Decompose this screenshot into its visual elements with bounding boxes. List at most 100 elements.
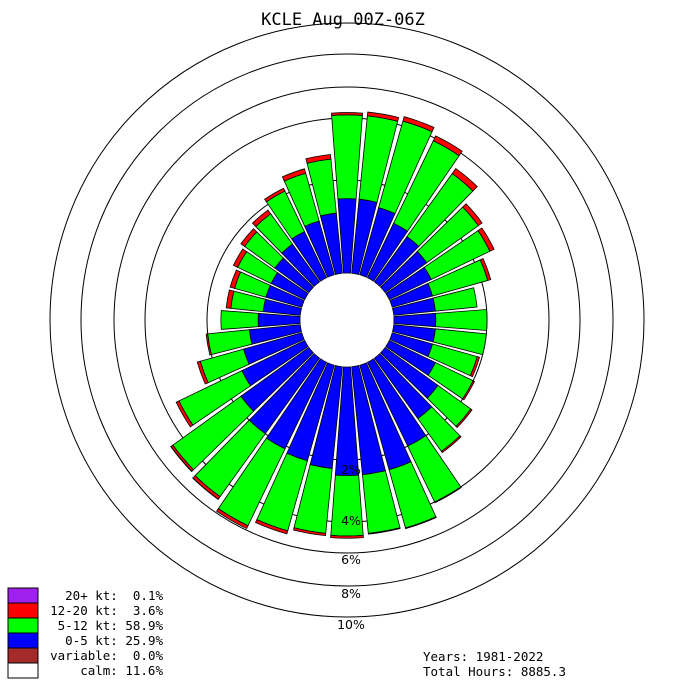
legend-swatch-4 <box>7 632 39 649</box>
direction-350-bar <box>305 154 343 275</box>
legend-label-2: 12-20 kt: 3.6% <box>50 603 163 618</box>
direction-100-bar <box>392 324 487 356</box>
legend-label-3: 5-12 kt: 58.9% <box>58 618 164 633</box>
bar-segment-280-series-3 <box>225 289 235 309</box>
legend-swatch-2 <box>7 602 39 619</box>
total-hours-label: Total Hours: 8885.3 <box>423 664 566 679</box>
bar-segment-0-series-2 <box>331 114 363 200</box>
bar-segment-350-series-3 <box>305 154 332 164</box>
bar-segment-90-series-2 <box>435 309 488 331</box>
bar-segment-340-series-3 <box>281 168 307 182</box>
direction-300-bar <box>232 248 309 301</box>
direction-120-bar <box>385 339 476 401</box>
direction-310-bar <box>240 228 314 294</box>
direction-330-bar <box>264 187 328 282</box>
direction-140-bar <box>373 353 462 454</box>
direction-170-bar <box>351 365 401 535</box>
bar-segment-260-series-3 <box>205 333 212 356</box>
bar-segment-60-series-3 <box>477 227 495 252</box>
direction-150-bar <box>366 358 462 504</box>
bar-segment-270-series-2 <box>220 310 259 330</box>
radial-tick-label-1: 2% <box>341 462 361 477</box>
bar-segment-190-series-3 <box>292 527 327 537</box>
direction-30-bar <box>366 135 463 282</box>
bar-segment-0-series-3 <box>331 112 363 116</box>
legend-swatch-1 <box>7 587 39 604</box>
bar-segment-90-series-1 <box>393 312 437 328</box>
info-block: Years: 1981-2022 Total Hours: 8885.3 <box>423 649 566 679</box>
legend: 20+ kt: 0.1%12-20 kt: 3.6%5-12 kt: 58.9%… <box>7 587 164 679</box>
bar-segment-40-series-3 <box>451 167 478 192</box>
radial-tick-label-2: 4% <box>341 513 361 528</box>
bar-segment-140-series-3 <box>440 435 462 454</box>
chart-title: KCLE Aug 00Z-06Z <box>261 10 425 30</box>
bar-segment-20-series-3 <box>402 116 435 133</box>
wind-rose-bars <box>170 111 495 539</box>
legend-label-4: 0-5 kt: 25.9% <box>65 633 163 648</box>
radial-ring-3 <box>113 86 581 554</box>
radial-tick-labels: 2% 4% 6% 8% 10% <box>337 462 365 632</box>
direction-220-bar <box>192 353 321 500</box>
bar-segment-180-series-3 <box>330 534 364 539</box>
radial-tick-label-4: 8% <box>341 586 361 601</box>
bar-segment-200-series-3 <box>255 519 289 535</box>
direction-340-bar <box>281 168 335 278</box>
direction-250-bar <box>196 332 305 385</box>
legend-swatch-5 <box>7 647 39 664</box>
direction-60-bar <box>385 227 495 301</box>
bar-segment-230-series-4 <box>170 445 193 473</box>
bar-segment-110-series-3 <box>469 356 481 378</box>
direction-70-bar <box>389 258 492 308</box>
bar-segment-130-series-3 <box>455 408 473 429</box>
bar-segment-310-series-3 <box>240 228 258 247</box>
bar-segment-30-series-3 <box>432 135 463 157</box>
direction-280-bar <box>225 289 302 316</box>
direction-190-bar <box>292 365 343 537</box>
bar-segment-270-series-1 <box>257 312 301 328</box>
direction-50-bar <box>380 203 483 294</box>
direction-130-bar <box>380 346 473 429</box>
bar-segment-170-series-3 <box>367 527 401 535</box>
direction-160-bar <box>359 362 437 530</box>
direction-240-bar <box>175 339 309 428</box>
direction-270-bar <box>220 310 301 330</box>
legend-label-5: variable: 0.0% <box>50 648 163 663</box>
bar-segment-120-series-3 <box>462 380 476 401</box>
direction-260-bar <box>205 324 302 356</box>
years-label: Years: 1981-2022 <box>423 649 543 664</box>
legend-label-1: 20+ kt: 0.1% <box>65 588 163 603</box>
bar-segment-320-series-3 <box>251 209 272 228</box>
bar-segment-10-series-3 <box>366 111 400 122</box>
bar-segment-80-series-2 <box>432 287 478 312</box>
bar-segment-300-series-3 <box>232 248 248 268</box>
bar-segment-220-series-4 <box>192 477 219 500</box>
direction-320-bar <box>251 209 321 287</box>
bar-segment-50-series-3 <box>462 203 483 227</box>
direction-290-bar <box>229 269 305 308</box>
bar-segment-100-series-2 <box>432 328 487 356</box>
direction-90-bar <box>393 309 488 331</box>
bar-segment-160-series-3 <box>404 516 437 530</box>
direction-180-bar <box>330 366 364 539</box>
bar-segment-70-series-3 <box>479 258 492 281</box>
bar-segment-330-series-3 <box>264 187 286 203</box>
direction-230-bar <box>170 346 314 473</box>
bar-segment-150-series-3 <box>434 486 462 504</box>
radial-ring-5 <box>49 22 645 618</box>
direction-0-bar <box>331 112 363 274</box>
radial-tick-label-5: 10% <box>337 617 365 632</box>
bar-segment-210-series-3 <box>216 508 249 530</box>
legend-label-6: calm: 11.6% <box>80 663 163 678</box>
bar-segment-250-series-3 <box>196 360 209 385</box>
direction-80-bar <box>392 287 478 316</box>
direction-210-bar <box>216 358 328 530</box>
radial-ring-4 <box>80 53 614 587</box>
legend-swatch-3 <box>7 617 39 634</box>
direction-20-bar <box>359 116 435 278</box>
direction-40-bar <box>373 167 478 287</box>
legend-swatch-6 <box>7 662 39 679</box>
bar-segment-290-series-3 <box>229 269 242 289</box>
bar-segment-240-series-3 <box>175 400 194 428</box>
radial-tick-label-3: 6% <box>341 552 361 567</box>
